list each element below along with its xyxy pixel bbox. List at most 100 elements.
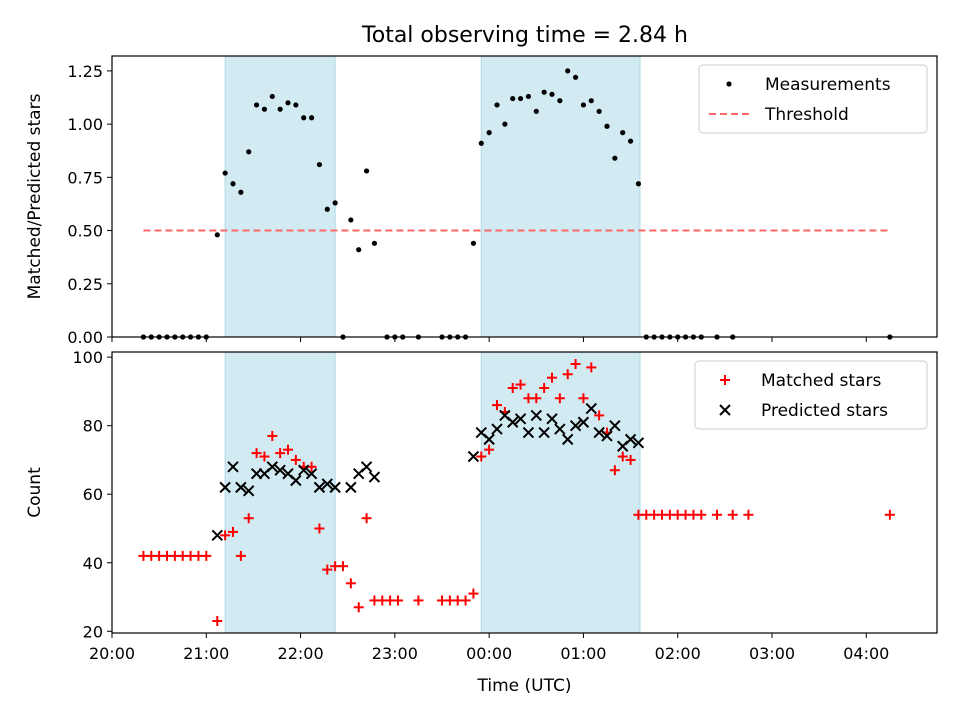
matched-star-point	[460, 595, 471, 606]
predicted-x-b	[624, 433, 637, 446]
matched-star-point	[539, 382, 550, 393]
predicted-x-b	[538, 426, 550, 439]
predicted-x-b	[227, 461, 239, 473]
measurement-point	[557, 98, 563, 104]
matched-star-point	[322, 564, 333, 575]
predicted-x-b	[282, 467, 294, 480]
measurement-point	[356, 247, 362, 253]
matched-star-point	[712, 509, 722, 520]
legend: Measurements Threshold	[698, 64, 928, 134]
predicted-star-point	[507, 416, 519, 428]
predicted-x-b	[219, 481, 231, 494]
measurement-point	[285, 100, 291, 106]
predicted-x-b	[507, 416, 519, 428]
shaded-interval	[224, 351, 336, 634]
matched-star-point	[361, 513, 372, 524]
matched-star-point	[570, 358, 581, 369]
matched-star-point	[228, 526, 238, 537]
predicted-star-point	[522, 426, 535, 439]
measurement-point	[565, 68, 571, 74]
measurement-point	[627, 138, 634, 144]
matched-star-point	[586, 362, 597, 373]
predicted-star-point	[219, 481, 231, 494]
y-tick-label: 0.75	[67, 168, 103, 187]
matched-star-point	[338, 561, 348, 572]
x-axis-label: Time (UTC)	[477, 676, 572, 696]
predicted-x-b	[211, 529, 223, 542]
measurement-point	[324, 206, 330, 212]
predicted-x-b	[554, 423, 566, 435]
shaded-interval	[480, 55, 641, 338]
measurement-point	[635, 181, 642, 187]
measurement-point	[332, 200, 338, 206]
y-tick-label: 40	[83, 554, 103, 573]
measurement-point	[494, 102, 500, 108]
predicted-star-point	[305, 467, 318, 480]
predicted-x-b	[569, 419, 582, 432]
x-tick-label: 23:00	[372, 644, 418, 663]
measurement-point	[316, 161, 323, 168]
matched-star-point	[283, 444, 293, 455]
measurement-point	[363, 168, 370, 174]
measurement-point	[549, 91, 555, 97]
predicted-star-point	[514, 413, 527, 425]
matched-star-point	[492, 400, 502, 411]
predicted-x-b	[601, 430, 613, 442]
matched-star-point	[554, 393, 565, 404]
predicted-x-b	[467, 450, 480, 463]
predicted-star-point	[345, 481, 357, 494]
measurement-point	[604, 123, 610, 129]
legend: Matched stars Predicted stars	[694, 360, 928, 430]
x-tick-label: 00:00	[466, 644, 512, 663]
y-tick-label: 0.00	[67, 328, 103, 347]
matched-star-point	[212, 616, 223, 627]
predicted-x-b	[593, 426, 605, 439]
predicted-star-point	[266, 461, 278, 473]
predicted-x-b	[530, 409, 542, 422]
measurement-point	[371, 240, 378, 246]
predicted-star-point	[227, 461, 239, 473]
predicted-star-point	[360, 461, 373, 473]
measurement-point	[269, 93, 275, 100]
x-tick-label: 02:00	[655, 644, 701, 663]
predicted-star-point	[577, 416, 590, 428]
y-tick-label: 80	[83, 417, 103, 436]
measurement-point	[572, 74, 579, 80]
matched-star-point	[547, 372, 557, 383]
predicted-x-b	[499, 409, 511, 422]
predicted-star-point	[624, 433, 637, 446]
x-tick-label: 04:00	[843, 644, 889, 663]
predicted-x-b	[577, 416, 590, 428]
y-tick-label: 1.25	[67, 62, 103, 81]
predicted-star-point	[585, 402, 597, 415]
y-tick-label: 0.50	[67, 222, 103, 241]
predicted-star-point	[546, 413, 558, 425]
predicted-star-point	[632, 437, 645, 449]
matched-star-point	[476, 451, 487, 462]
x-tick-label: 20:00	[89, 644, 135, 663]
matched-star-point	[884, 509, 895, 520]
predicted-x-b	[274, 464, 286, 476]
predicted-x-b	[235, 481, 247, 494]
matched-star-point	[562, 369, 573, 380]
predicted-x-b	[368, 471, 381, 483]
predicted-x-b	[585, 402, 597, 415]
chart-title: Total observing time = 2.84 h	[361, 23, 688, 48]
x-tick-label: 21:00	[183, 644, 229, 663]
matched-star-point	[243, 513, 254, 524]
legend-box	[698, 64, 928, 134]
matched-star-point	[345, 578, 356, 589]
predicted-x-b	[345, 481, 357, 494]
predicted-x-b	[546, 413, 558, 425]
matched-star-point	[251, 448, 262, 459]
measurement-point	[253, 102, 260, 108]
matched-star-point	[515, 379, 526, 390]
axes-frame	[111, 351, 938, 634]
axes-frame	[111, 55, 938, 338]
predicted-star-point	[538, 426, 550, 439]
shaded-interval	[224, 55, 336, 338]
matched-star-point	[507, 382, 518, 393]
predicted-star-point	[243, 485, 255, 497]
predicted-x-b	[562, 433, 574, 446]
